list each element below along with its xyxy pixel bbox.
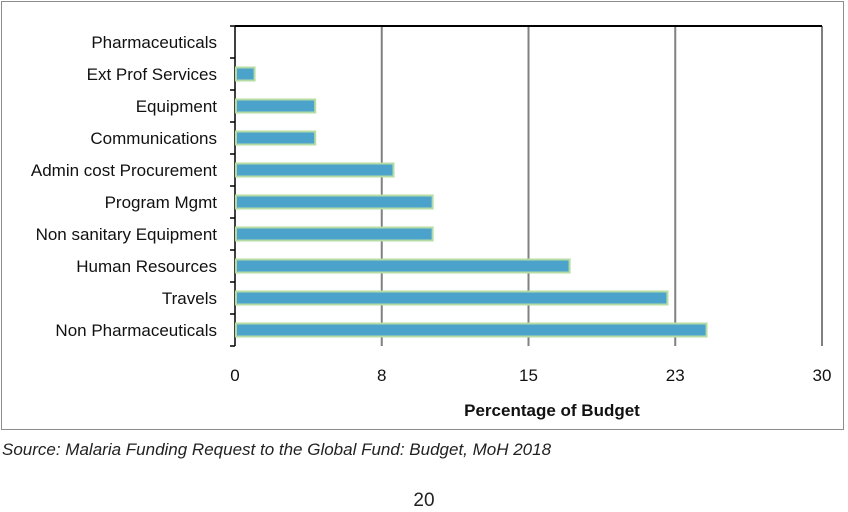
bar-1: [235, 66, 256, 82]
bar-3: [235, 130, 317, 146]
category-label-3: Communications: [90, 129, 217, 148]
category-label-8: Travels: [162, 289, 217, 308]
bar-5: [235, 194, 434, 210]
category-label-7: Human Resources: [76, 257, 217, 276]
bar-6: [235, 226, 434, 242]
x-tick-label-1: 8: [377, 366, 386, 385]
bar-4: [235, 162, 395, 178]
x-tick-label-4: 30: [813, 366, 832, 385]
category-label-2: Equipment: [136, 97, 218, 116]
x-tick-label-2: 15: [519, 366, 538, 385]
category-label-6: Non sanitary Equipment: [36, 225, 218, 244]
category-label-5: Program Mgmt: [105, 193, 218, 212]
page-number: 20: [413, 490, 435, 511]
chart-frame: [1, 1, 844, 430]
category-label-9: Non Pharmaceuticals: [55, 321, 217, 340]
source-note: Source: Malaria Funding Request to the G…: [2, 440, 552, 459]
x-tick-label-3: 23: [666, 366, 685, 385]
category-label-0: Pharmaceuticals: [91, 33, 217, 52]
x-tick-label-0: 0: [230, 366, 239, 385]
bar-9: [235, 322, 708, 338]
category-label-1: Ext Prof Services: [87, 65, 217, 84]
x-axis-title: Percentage of Budget: [464, 401, 640, 420]
bar-chart: Pharmaceuticals Ext Prof Services Equipmen…: [31, 25, 832, 420]
category-label-4: Admin cost Procurement: [31, 161, 217, 180]
bar-2: [235, 98, 317, 114]
bar-8: [235, 290, 669, 306]
bar-7: [235, 258, 571, 274]
